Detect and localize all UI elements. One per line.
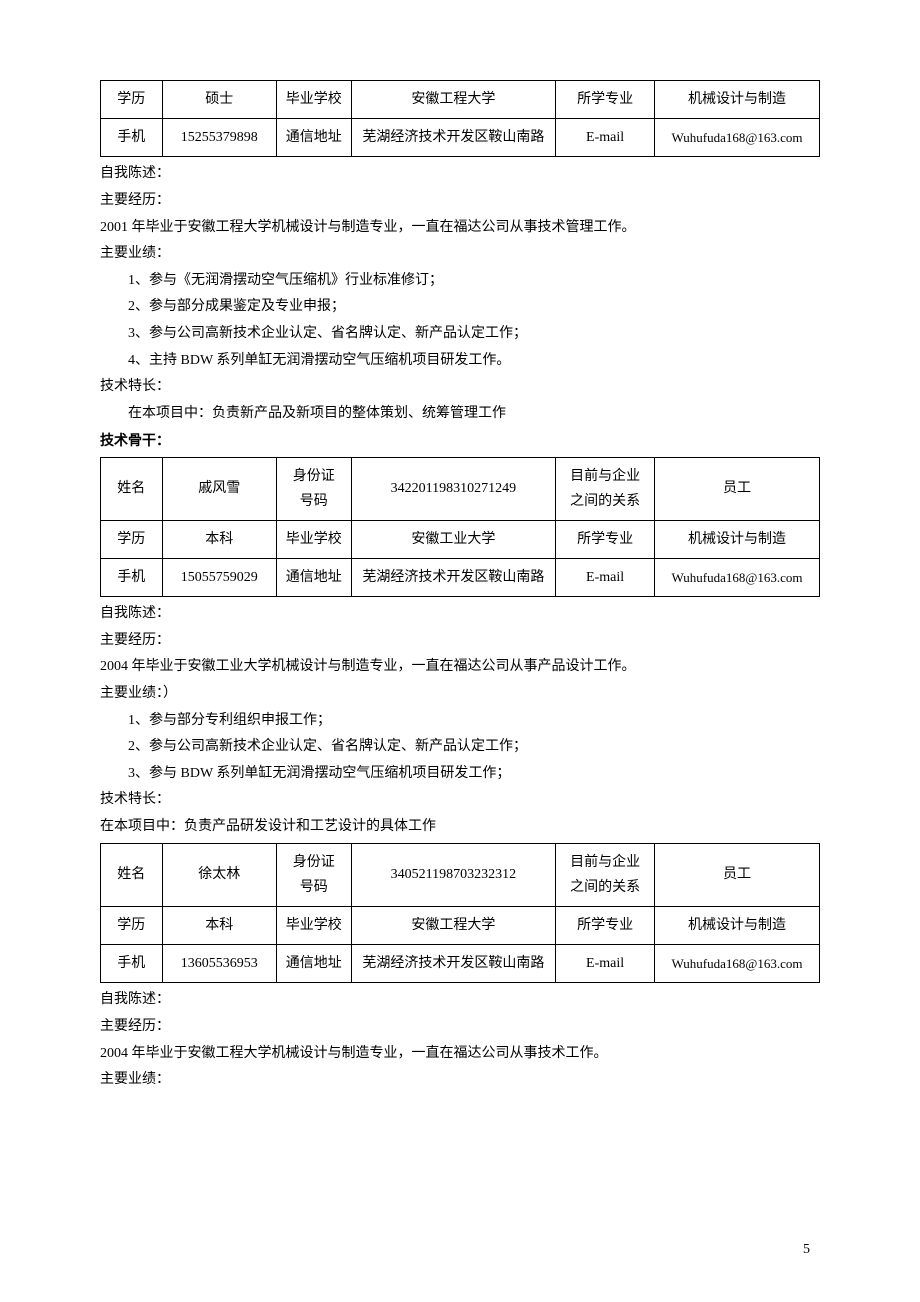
table-row: 手机 13605536953 通信地址 芜湖经济技术开发区鞍山南路 E-mail… [101,945,820,983]
table-row: 手机 15055759029 通信地址 芜湖经济技术开发区鞍山南路 E-mail… [101,559,820,597]
person1-ach3: 3、参与公司高新技术企业认定、省名牌认定、新产品认定工作； [100,321,820,348]
table-row: 学历 硕士 毕业学校 安徽工程大学 所学专业 机械设计与制造 [101,81,820,119]
experience-label: 主要经历： [100,628,820,655]
person1-experience: 2001 年毕业于安徽工程大学机械设计与制造专业，一直在福达公司从事技术管理工作… [100,215,820,242]
label-major: 所学专业 [556,520,655,558]
label-phone: 手机 [101,119,163,157]
person1-email: Wuhufuda168@163.com [655,119,820,157]
person3-school: 安徽工程大学 [351,906,555,944]
backbone-title: 技术骨干： [100,429,820,454]
person3-address: 芜湖经济技术开发区鞍山南路 [351,945,555,983]
person3-narrative: 自我陈述： 主要经历： 2004 年毕业于安徽工程大学机械设计与制造专业，一直在… [100,987,820,1093]
label-phone: 手机 [101,945,163,983]
person1-ach1: 1、参与《无润滑摆动空气压缩机》行业标准修订； [100,268,820,295]
achievements-label: 主要业绩：） [100,681,820,708]
self-statement-label: 自我陈述： [100,601,820,628]
label-address: 通信地址 [276,119,351,157]
experience-label: 主要经历： [100,188,820,215]
person2-id: 342201198310271249 [351,457,555,520]
page-number: 5 [803,1237,810,1262]
person3-name: 徐太林 [162,843,276,906]
label-education: 学历 [101,906,163,944]
person2-narrative: 自我陈述： 主要经历： 2004 年毕业于安徽工业大学机械设计与制造专业，一直在… [100,601,820,840]
person2-phone: 15055759029 [162,559,276,597]
person1-address: 芜湖经济技术开发区鞍山南路 [351,119,555,157]
person2-ach1: 1、参与部分专利组织申报工作； [100,708,820,735]
person1-phone: 15255379898 [162,119,276,157]
label-address: 通信地址 [276,559,351,597]
person2-experience: 2004 年毕业于安徽工业大学机械设计与制造专业，一直在福达公司从事产品设计工作… [100,654,820,681]
person3-major: 机械设计与制造 [655,906,820,944]
label-major: 所学专业 [556,81,655,119]
label-id: 身份证号码 [276,457,351,520]
label-school: 毕业学校 [276,906,351,944]
table-row: 学历 本科 毕业学校 安徽工业大学 所学专业 机械设计与制造 [101,520,820,558]
person3-education: 本科 [162,906,276,944]
person2-name: 戚风雪 [162,457,276,520]
label-email: E-mail [556,119,655,157]
person1-ach2: 2、参与部分成果鉴定及专业申报； [100,294,820,321]
table-row: 姓名 徐太林 身份证号码 340521198703232312 目前与企业之间的… [101,843,820,906]
label-major: 所学专业 [556,906,655,944]
techfeature-label: 技术特长： [100,787,820,814]
person3-email: Wuhufuda168@163.com [655,945,820,983]
person1-inproject: 在本项目中：负责新产品及新项目的整体策划、统筹管理工作 [100,401,820,428]
table-row: 手机 15255379898 通信地址 芜湖经济技术开发区鞍山南路 E-mail… [101,119,820,157]
table-row: 姓名 戚风雪 身份证号码 342201198310271249 目前与企业之间的… [101,457,820,520]
label-email: E-mail [556,559,655,597]
person3-info-table: 姓名 徐太林 身份证号码 340521198703232312 目前与企业之间的… [100,843,820,984]
person2-address: 芜湖经济技术开发区鞍山南路 [351,559,555,597]
person1-info-table: 学历 硕士 毕业学校 安徽工程大学 所学专业 机械设计与制造 手机 152553… [100,80,820,157]
person1-education: 硕士 [162,81,276,119]
label-email: E-mail [556,945,655,983]
person2-info-table: 姓名 戚风雪 身份证号码 342201198310271249 目前与企业之间的… [100,457,820,598]
achievements-label: 主要业绩： [100,241,820,268]
person3-phone: 13605536953 [162,945,276,983]
person2-ach3: 3、参与 BDW 系列单缸无润滑摆动空气压缩机项目研发工作； [100,761,820,788]
person1-narrative: 自我陈述： 主要经历： 2001 年毕业于安徽工程大学机械设计与制造专业，一直在… [100,161,820,427]
label-address: 通信地址 [276,945,351,983]
achievements-label: 主要业绩： [100,1067,820,1094]
person1-school: 安徽工程大学 [351,81,555,119]
label-school: 毕业学校 [276,81,351,119]
techfeature-label: 技术特长： [100,374,820,401]
label-relation: 目前与企业之间的关系 [556,457,655,520]
label-name: 姓名 [101,843,163,906]
person2-email: Wuhufuda168@163.com [655,559,820,597]
person3-relation: 员工 [655,843,820,906]
person2-inproject: 在本项目中：负责产品研发设计和工艺设计的具体工作 [100,814,820,841]
person2-relation: 员工 [655,457,820,520]
label-name: 姓名 [101,457,163,520]
person2-school: 安徽工业大学 [351,520,555,558]
label-education: 学历 [101,81,163,119]
table-row: 学历 本科 毕业学校 安徽工程大学 所学专业 机械设计与制造 [101,906,820,944]
self-statement-label: 自我陈述： [100,987,820,1014]
person3-id: 340521198703232312 [351,843,555,906]
label-school: 毕业学校 [276,520,351,558]
label-id: 身份证号码 [276,843,351,906]
person2-major: 机械设计与制造 [655,520,820,558]
person1-major: 机械设计与制造 [655,81,820,119]
label-phone: 手机 [101,559,163,597]
label-education: 学历 [101,520,163,558]
label-relation: 目前与企业之间的关系 [556,843,655,906]
experience-label: 主要经历： [100,1014,820,1041]
person2-education: 本科 [162,520,276,558]
person2-ach2: 2、参与公司高新技术企业认定、省名牌认定、新产品认定工作； [100,734,820,761]
person1-ach4: 4、主持 BDW 系列单缸无润滑摆动空气压缩机项目研发工作。 [100,348,820,375]
person3-experience: 2004 年毕业于安徽工程大学机械设计与制造专业，一直在福达公司从事技术工作。 [100,1041,820,1068]
self-statement-label: 自我陈述： [100,161,820,188]
